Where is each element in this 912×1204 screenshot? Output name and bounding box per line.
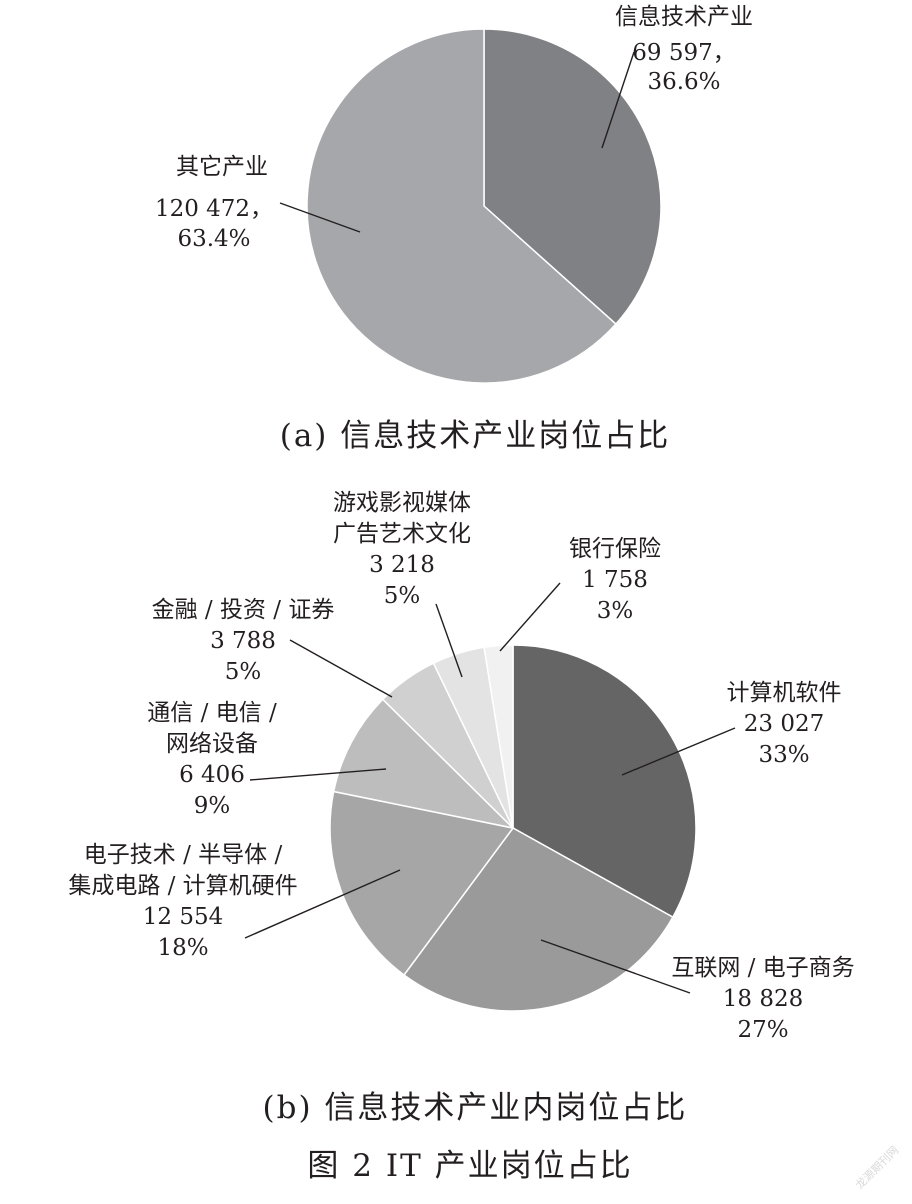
label-b-5-line-0: 游戏影视媒体 [333, 490, 471, 516]
label-b-4-line-1: 3 788 [210, 628, 276, 654]
label-b-4-line-2: 5% [225, 659, 262, 685]
pie-a-labels: 信息技术产业 69 597， 36.6% 其它产业 120 472， 63.4% [155, 4, 753, 252]
figure-title: 图 2 IT 产业岗位占比 [307, 1148, 632, 1184]
pie-chart-b [329, 644, 697, 1012]
label-b-6-line-0: 银行保险 [569, 536, 661, 562]
leader-a-0 [601, 51, 635, 149]
label-b-2-line-2: 12 554 [143, 904, 223, 930]
label-b-1-line-2: 27% [737, 1017, 788, 1043]
pie-chart-a [306, 28, 662, 384]
label-a-0-values-line-1: 36.6% [647, 69, 720, 95]
leader-a-1 [279, 202, 361, 233]
label-b-1-line-0: 互联网 / 电子商务 [671, 955, 854, 981]
label-b-1-line-1: 18 828 [723, 986, 803, 1012]
pie-b-slice-0 [512, 644, 697, 919]
label-b-2-line-1: 集成电路 / 计算机硬件 [68, 873, 297, 899]
label-a-0-name-line-0: 信息技术产业 [615, 4, 753, 30]
pie-b-slice-6 [483, 644, 514, 829]
label-b-2-line-3: 18% [157, 935, 208, 961]
label-a-1-values-line-0: 120 472， [155, 196, 273, 222]
pie-b-labels: 计算机软件 23 027 33% 互联网 / 电子商务 18 828 27% 电子技术 / … [68, 490, 854, 1043]
caption-a: (a) 信息技术产业岗位占比 [280, 418, 671, 454]
label-b-0-line-2: 33% [758, 742, 809, 768]
label-b-3-line-3: 9% [194, 793, 231, 819]
label-b-5-line-1: 广告艺术文化 [333, 521, 471, 547]
label-b-0-line-0: 计算机软件 [727, 680, 842, 706]
watermark: 龙源期刊网 [852, 1143, 901, 1192]
label-b-5-line-3: 5% [384, 583, 421, 609]
leader-b-3 [249, 768, 387, 781]
leader-b-4 [289, 639, 393, 698]
label-a-1-values-line-1: 63.4% [177, 226, 250, 252]
label-a-1-name-line-0: 其它产业 [176, 154, 268, 180]
label-b-6-line-2: 3% [597, 598, 634, 624]
label-b-3-line-0: 通信 / 电信 / [147, 700, 277, 726]
pie-b-slice-2 [329, 790, 515, 977]
label-b-6-line-1: 1 758 [582, 567, 648, 593]
label-b-4-line-0: 金融 / 投资 / 证券 [152, 597, 335, 623]
leader-b-0 [621, 727, 736, 776]
label-b-3-line-2: 6 406 [179, 762, 245, 788]
pie-b-slice-3 [332, 698, 516, 830]
leader-b-6 [499, 582, 561, 652]
leader-b-2 [244, 869, 401, 939]
label-b-3-line-1: 网络设备 [166, 731, 258, 757]
caption-b: (b) 信息技术产业内岗位占比 [263, 1090, 688, 1126]
leader-b-5 [435, 603, 463, 678]
label-b-2-line-0: 电子技术 / 半导体 / [84, 842, 283, 868]
label-a-0-values-line-0: 69 597， [632, 40, 735, 66]
pie-a-slice-1 [306, 28, 617, 384]
label-b-0-line-1: 23 027 [744, 711, 824, 737]
pie-b-slice-1 [402, 827, 674, 1012]
label-b-5-line-2: 3 218 [369, 552, 435, 578]
leader-b-1 [540, 939, 691, 994]
